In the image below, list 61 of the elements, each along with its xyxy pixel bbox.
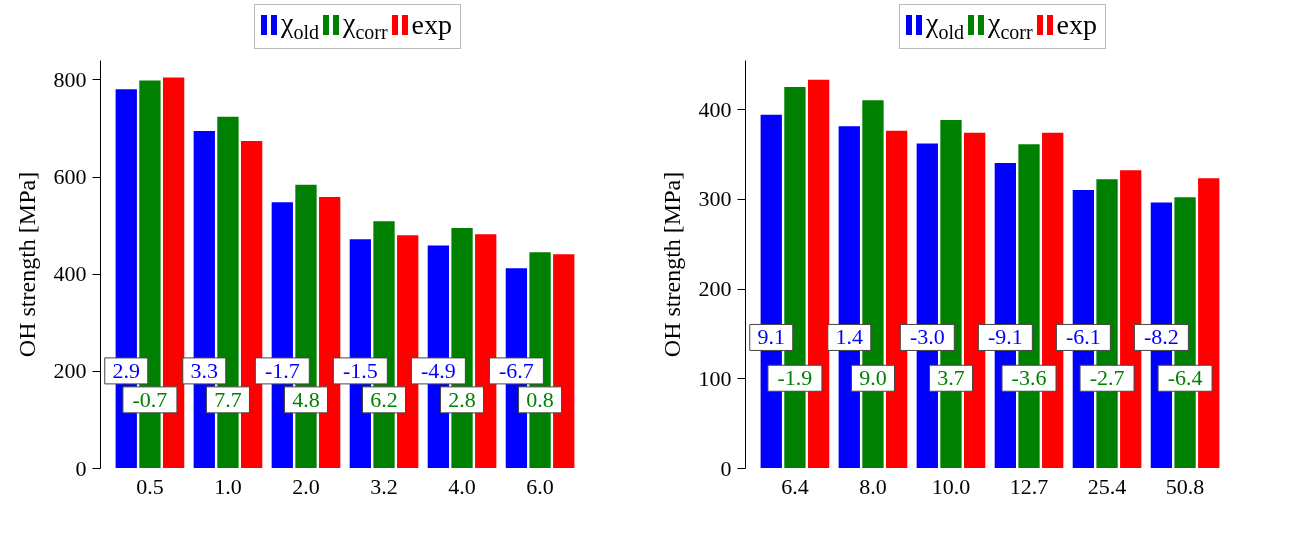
annotation: -6.7 [498, 357, 534, 383]
y-tick-label: 200 [53, 357, 87, 383]
x-tick-label: 8.0 [859, 473, 887, 499]
x-tick-label: 6.4 [781, 473, 809, 499]
x-tick-label: 6.0 [526, 473, 554, 499]
y-tick-label: 800 [53, 66, 87, 92]
y-axis-title: OH strength [MPa] [658, 171, 685, 357]
legend-label: exp [411, 9, 453, 42]
annotation: 3.3 [190, 357, 219, 383]
annotation: 6.2 [370, 386, 398, 412]
x-tick-label: 4.0 [448, 473, 476, 499]
bar [475, 233, 497, 468]
y-axis-title: OH strength [MPa] [13, 171, 40, 357]
legend-label: χ$_{corr}$ [342, 7, 388, 44]
bar [319, 196, 341, 468]
legend-label: χ$_{corr}$ [987, 7, 1033, 44]
annotation: 9.1 [757, 324, 786, 350]
annotation: -0.7 [132, 386, 168, 412]
annotation: -9.1 [987, 324, 1023, 350]
bar [553, 253, 575, 468]
annotation: -1.9 [777, 364, 813, 390]
bar [964, 132, 986, 468]
annotation: -3.6 [1011, 364, 1047, 390]
annotation: -8.2 [1143, 324, 1179, 350]
y-tick-label: 400 [53, 260, 87, 286]
annotation: -3.0 [909, 324, 945, 350]
y-tick-label: 200 [698, 275, 732, 301]
bar [397, 234, 419, 468]
annotation: -4.9 [420, 357, 456, 383]
y-tick-label: 400 [698, 96, 732, 122]
annotation: 9.0 [859, 364, 887, 390]
y-tick-label: 0 [75, 455, 87, 481]
x-tick-label: 10.0 [931, 473, 971, 499]
bar [885, 130, 908, 468]
x-tick-label: 50.8 [1165, 473, 1205, 499]
annotation: -6.1 [1065, 324, 1101, 350]
annotation: -6.4 [1167, 364, 1203, 390]
annotation: 3.7 [937, 364, 965, 390]
x-tick-label: 25.4 [1087, 473, 1127, 499]
legend-label: exp [1056, 9, 1098, 42]
annotation: 1.4 [835, 324, 864, 350]
annotation: 7.7 [214, 386, 242, 412]
y-tick-label: 300 [698, 186, 732, 212]
annotation: 4.8 [292, 386, 320, 412]
legend-label: χ$_{old}$ [280, 7, 319, 44]
annotation: 0.8 [526, 386, 554, 412]
annotation: 2.8 [448, 386, 476, 412]
x-tick-label: 12.7 [1009, 473, 1049, 499]
annotation: -2.7 [1089, 364, 1125, 390]
legend-label: χ$_{old}$ [925, 7, 964, 44]
y-tick-label: 0 [720, 455, 732, 481]
bar [240, 140, 263, 468]
x-tick-label: 3.2 [370, 473, 398, 499]
x-tick-label: 2.0 [292, 473, 320, 499]
x-tick-label: 0.5 [136, 473, 164, 499]
y-tick-label: 600 [53, 163, 87, 189]
annotation: 2.9 [112, 357, 141, 383]
x-tick-label: 1.0 [214, 473, 242, 499]
annotation: -1.7 [264, 357, 300, 383]
y-tick-label: 100 [698, 365, 732, 391]
annotation: -1.5 [342, 357, 378, 383]
